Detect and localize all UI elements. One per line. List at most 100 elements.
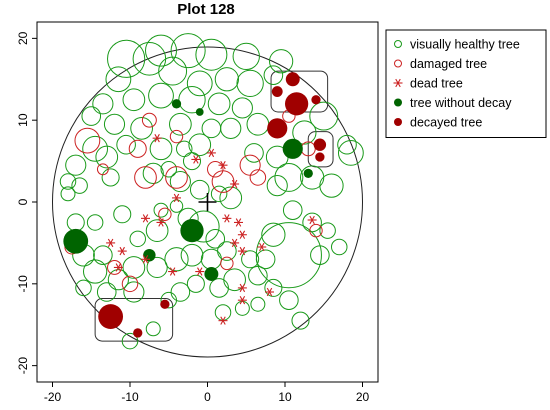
healthy-tree-point [319, 222, 336, 239]
legend-label-damaged: damaged tree [410, 57, 487, 71]
healthy-tree-point [217, 241, 237, 261]
decayed-tree-point [315, 152, 325, 162]
healthy-tree-point [153, 202, 169, 218]
healthy-tree-point [214, 67, 239, 92]
x-tick-label: 10 [278, 390, 292, 404]
healthy-tree-point [255, 249, 276, 270]
plot-area [52, 33, 364, 358]
dead-tree-point [152, 134, 162, 143]
dead-tree-point [237, 296, 247, 305]
x-tick-label: 20 [356, 390, 370, 404]
x-tick-label: 0 [204, 390, 211, 404]
y-tick-label: 10 [16, 113, 30, 127]
x-tick-label: -10 [121, 390, 139, 404]
healthy-tree-point [337, 134, 357, 155]
dead-tree-point [218, 316, 228, 325]
dead-tree-point [191, 155, 201, 164]
legend-marker-healthy [394, 40, 402, 48]
healthy-tree-point [319, 173, 344, 198]
damaged-tree-point [211, 170, 235, 193]
healthy-tree-point [96, 282, 117, 302]
healthy-tree-point [92, 93, 114, 115]
healthy-tree-point [200, 248, 222, 270]
healthy-tree-point [122, 256, 146, 279]
decayed-tree-point [311, 95, 321, 105]
healthy-tree-point [169, 170, 191, 193]
healthy-tree-point [205, 229, 226, 249]
damaged-tree-point [134, 166, 157, 189]
healthy-tree-point [103, 113, 126, 135]
healthy-tree-point [81, 106, 102, 126]
healthy-tree-point [66, 213, 85, 232]
damaged-tree-point [128, 139, 147, 158]
decayed-tree-point [313, 138, 327, 151]
no-decay-tree-point [180, 219, 204, 243]
legend-marker-dead [393, 78, 403, 88]
healthy-tree-point [123, 281, 145, 303]
healthy-tree-point [71, 177, 88, 194]
dead-tree-point [168, 267, 178, 276]
healthy-tree-point [241, 250, 260, 269]
healthy-tree-point [107, 269, 129, 291]
dead-tree-point [234, 218, 243, 227]
no-decay-tree-point [195, 108, 204, 116]
healthy-tree-point [210, 185, 228, 203]
legend-label-no-decay: tree without decay [410, 96, 512, 110]
healthy-tree-point [101, 168, 120, 187]
healthy-tree-point [274, 163, 304, 192]
healthy-tree-point [60, 186, 76, 202]
damaged-tree-point [141, 112, 157, 128]
healthy-tree-point [186, 274, 205, 293]
healthy-tree-point [231, 97, 253, 119]
dead-tree-point [113, 263, 123, 272]
healthy-tree-point [209, 278, 229, 298]
healthy-tree-point [244, 143, 264, 163]
damaged-tree-point [220, 256, 234, 271]
healthy-tree-point [146, 256, 168, 279]
damaged-tree-point [169, 129, 184, 144]
legend-box [385, 29, 547, 138]
decayed-tree-point [133, 328, 143, 338]
healthy-tree-point [170, 282, 191, 302]
healthy-tree-point [188, 133, 212, 157]
dead-tree-point [195, 267, 205, 276]
healthy-tree-point [186, 70, 213, 97]
damaged-tree-point [121, 275, 139, 293]
healthy-tree-point [263, 65, 284, 85]
healthy-tree-point [142, 162, 164, 184]
dead-tree-point [237, 246, 247, 256]
plot-boundary-circle [52, 46, 363, 358]
healthy-tree-point [291, 311, 310, 330]
healthy-tree-point [266, 175, 288, 197]
y-tick-label: -20 [16, 357, 30, 375]
healthy-tree-point [116, 134, 136, 155]
healthy-tree-point [178, 86, 206, 114]
healthy-tree-point [261, 222, 286, 247]
healthy-tree-point [170, 33, 206, 69]
healthy-tree-point [207, 92, 231, 116]
damaged-tree-point [74, 127, 101, 154]
healthy-tree-point [182, 152, 202, 171]
healthy-tree-point [264, 278, 283, 297]
healthy-tree-point [255, 222, 322, 289]
healthy-tree-point [75, 279, 92, 297]
damaged-tree-point [96, 163, 109, 176]
healthy-tree-point [82, 135, 109, 162]
healthy-tree-point [189, 179, 210, 200]
dead-tree-point [117, 246, 127, 256]
decayed-tree-point [98, 304, 124, 329]
y-tick-label: 0 [16, 198, 30, 205]
axes: -20 -10 0 10 20 -20 -10 0 10 20 [16, 21, 379, 404]
healthy-tree-point [169, 112, 192, 136]
healthy-tree-point [234, 300, 250, 316]
healthy-tree-point [220, 117, 242, 139]
healthy-tree-point [214, 304, 232, 321]
healthy-tree-point [129, 230, 146, 248]
decayed-tree-point [285, 92, 309, 116]
healthy-tree-point [145, 219, 169, 242]
dead-tree-point [141, 214, 150, 223]
dead-tree-point [141, 255, 150, 264]
decayed-tree-point [267, 118, 288, 139]
